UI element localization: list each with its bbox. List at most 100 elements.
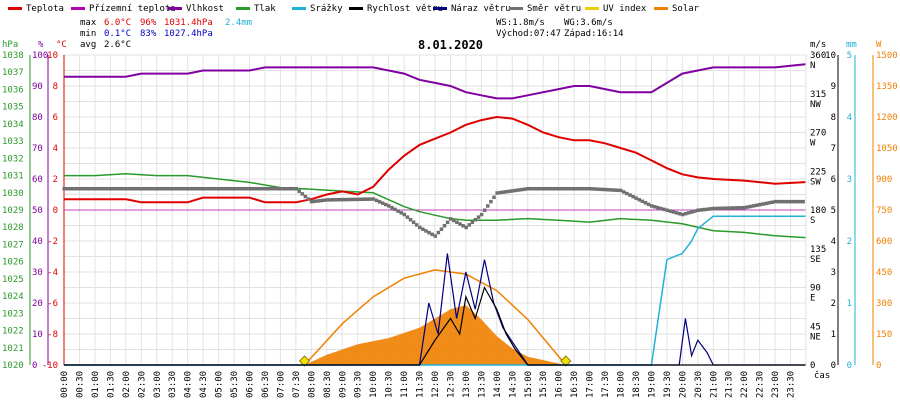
axis-tick-pct: 70 xyxy=(32,144,43,154)
wind-direction-point xyxy=(118,186,122,191)
axis-tick-ms: 4 xyxy=(831,237,836,247)
axis-tick-w: 0 xyxy=(876,361,881,371)
axis-tick-time: 14:00 xyxy=(493,371,503,398)
wind-direction-point xyxy=(223,186,227,191)
wind-direction-point xyxy=(507,189,512,194)
solar-area xyxy=(304,305,566,365)
wind-direction-point xyxy=(149,186,153,191)
axis-tick-pct: 50 xyxy=(32,206,43,216)
axis-tick-hpa: 1022 xyxy=(2,327,24,337)
wind-direction-point xyxy=(498,190,502,195)
axis-tick-w: 1500 xyxy=(876,51,898,61)
axis-tick-c: -8 xyxy=(47,330,58,340)
axis-tick-pct: 0 xyxy=(32,361,37,371)
wind-direction-point xyxy=(356,197,360,202)
legend-label: Přízemní teplota xyxy=(89,4,176,14)
wind-direction-point xyxy=(309,199,314,204)
axis-tick-pct: 30 xyxy=(32,268,43,278)
wind-direction-point xyxy=(628,193,632,197)
wind-direction-point xyxy=(62,186,66,191)
axis-tick-time: 05:00 xyxy=(215,371,225,398)
wind-direction-point xyxy=(297,189,301,194)
wind-direction-point xyxy=(782,199,787,204)
wind-direction-point xyxy=(748,204,753,209)
axis-tick-time: 02:00 xyxy=(122,371,132,398)
axis-tick-ms: 7 xyxy=(831,144,836,154)
axis-tick-time: 00:30 xyxy=(75,371,85,398)
wind-speed-stat: WS:1.8m/s xyxy=(496,18,545,28)
axis-tick-time: 12:30 xyxy=(446,371,456,398)
wind-direction-point xyxy=(584,186,589,191)
axis-tick-hpa: 1031 xyxy=(2,172,24,182)
wind-direction-point xyxy=(615,188,620,193)
wind-direction-point xyxy=(566,186,570,191)
wind-direction-point xyxy=(492,195,496,200)
stat-humidity: 96% xyxy=(140,18,157,28)
axis-tick-hpa: 1027 xyxy=(2,240,24,250)
wind-direction-point xyxy=(365,197,369,201)
wind-direction-point xyxy=(461,224,465,228)
axis-tick-dir: 135 xyxy=(810,245,826,255)
axis-tick-hpa: 1020 xyxy=(2,361,24,371)
axis-tick-dir: 180 xyxy=(810,206,826,216)
axis-tick-ms: 0 xyxy=(831,361,836,371)
axis-tick-time: 07:30 xyxy=(292,371,302,398)
axis-tick-pct: 40 xyxy=(32,237,43,247)
legend-label: Solar xyxy=(672,4,700,14)
wind-direction-point xyxy=(161,186,165,191)
wind-direction-point xyxy=(646,202,651,207)
wind-direction-point xyxy=(130,186,135,191)
axis-tick-hpa: 1030 xyxy=(2,189,24,199)
axis-tick-pct: 10 xyxy=(32,330,43,340)
wind-direction-point xyxy=(204,186,209,191)
wind-direction-point xyxy=(535,186,540,191)
legend-swatch xyxy=(349,7,363,10)
axis-tick-w: 150 xyxy=(876,330,892,340)
wind-direction-point xyxy=(263,186,267,191)
axis-tick-mm: 3 xyxy=(847,175,852,185)
wind-direction-point xyxy=(408,217,413,222)
axis-unit-c: °C xyxy=(56,40,67,50)
wind-direction-point xyxy=(733,206,737,210)
legend-label: Srážky xyxy=(310,4,343,14)
wind-direction-point xyxy=(173,186,178,191)
legend-label: Směr větru xyxy=(527,4,581,14)
wind-direction-point xyxy=(328,198,332,202)
wind-direction-point xyxy=(303,194,308,199)
sunrise-stat: Východ:07:47 xyxy=(496,29,561,39)
wind-direction-point xyxy=(312,199,317,204)
axis-tick-hpa: 1037 xyxy=(2,68,24,78)
wind-direction-point xyxy=(563,186,567,191)
axis-tick-mm: 5 xyxy=(847,51,852,61)
axis-tick-time: 19:00 xyxy=(647,371,657,398)
axis-tick-time: 23:30 xyxy=(787,371,797,398)
wind-direction-point xyxy=(244,186,249,191)
wind-direction-point xyxy=(569,186,574,191)
legend-swatch xyxy=(585,7,599,10)
wind-direction-point xyxy=(121,186,125,191)
wind-direction-point xyxy=(257,186,261,191)
axis-tick-c: 10 xyxy=(47,51,58,61)
axis-tick-c: -2 xyxy=(47,237,58,247)
axis-tick-ms: 9 xyxy=(831,82,836,92)
wind-direction-point xyxy=(359,197,363,202)
wind-direction-point xyxy=(600,187,604,192)
axis-unit-mm: mm xyxy=(846,40,857,50)
axis-tick-c: -4 xyxy=(47,268,58,278)
legend-label: Tlak xyxy=(254,4,276,14)
wind-direction-point xyxy=(625,191,629,196)
wind-direction-point xyxy=(111,186,116,191)
wind-direction-point xyxy=(241,186,246,191)
wind-direction-point xyxy=(152,186,156,191)
wind-direction-point xyxy=(217,186,221,191)
wind-direction-point xyxy=(390,205,394,210)
wind-direction-point xyxy=(102,186,107,191)
wind-direction-point xyxy=(393,207,397,212)
wind-direction-point xyxy=(179,186,184,191)
wind-direction-point xyxy=(139,186,144,191)
wind-direction-point xyxy=(68,186,73,191)
axis-tick-ms: 2 xyxy=(831,299,836,309)
wind-direction-point xyxy=(93,186,97,191)
axis-tick-time: 13:30 xyxy=(477,371,487,398)
axis-tick-hpa: 1028 xyxy=(2,223,24,233)
